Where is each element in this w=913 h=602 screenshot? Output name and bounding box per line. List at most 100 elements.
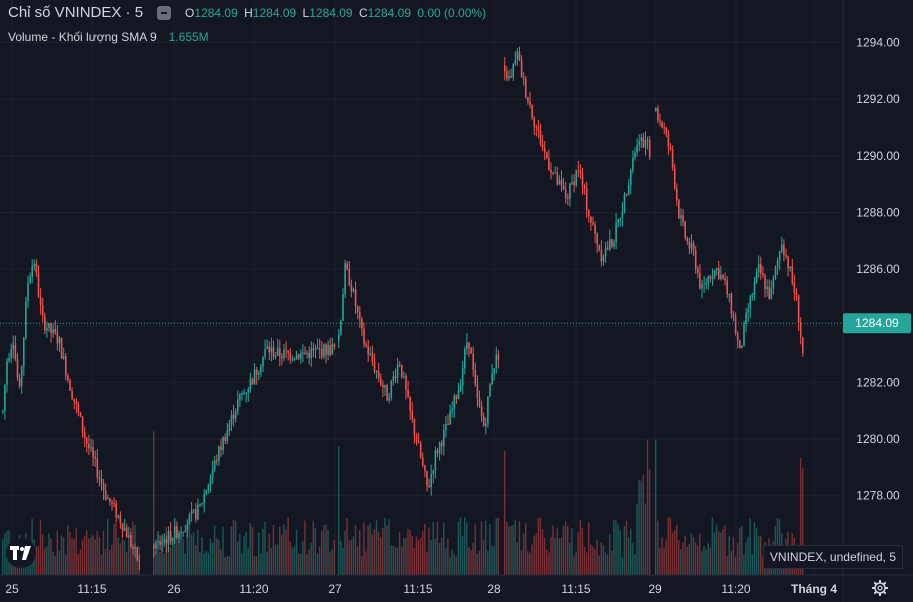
candle-body [405, 375, 407, 390]
volume-bar [799, 457, 802, 575]
volume-bar [434, 538, 436, 575]
volume-bar [207, 552, 209, 575]
candle-body [659, 120, 661, 123]
volume-bar [295, 529, 298, 575]
volume-bar [757, 536, 760, 575]
candle-body [663, 127, 665, 129]
x-tick-label: 25 [5, 582, 19, 596]
candle-body [577, 170, 580, 172]
candle-body [734, 317, 737, 334]
candle-body [419, 443, 422, 458]
volume-legend[interactable]: Volume - Khối lượng SMA 9 1.655M [8, 30, 209, 44]
volume-bar [596, 539, 598, 575]
volume-bar [745, 542, 747, 575]
volume-bar [218, 540, 220, 575]
tradingview-logo-icon[interactable] [6, 538, 36, 568]
volume-bar [711, 517, 714, 575]
candle-body [264, 349, 266, 357]
candle-body [789, 266, 791, 269]
volume-bar [428, 527, 430, 575]
volume-value: 1.655M [168, 30, 209, 44]
volume-bar [461, 535, 464, 575]
candle-body [764, 275, 766, 289]
candle-body [432, 470, 435, 475]
volume-bar [701, 550, 703, 575]
candle-body [791, 266, 794, 283]
volume-bar [440, 537, 443, 575]
candle-body [243, 392, 245, 395]
candle-body [642, 137, 645, 148]
volume-bar [276, 544, 279, 575]
candle-body [268, 346, 271, 353]
candle-body [449, 411, 451, 425]
candle-body [195, 509, 197, 520]
candle-body [314, 348, 317, 350]
volume-bar [722, 529, 724, 575]
candle-body [186, 524, 189, 531]
volume-bar [237, 541, 239, 575]
volume-bar [123, 540, 126, 575]
volume-bar [260, 553, 262, 575]
volume-bar [342, 547, 344, 575]
candle-body [476, 384, 479, 398]
volume-bar [438, 543, 441, 575]
candle-body [348, 269, 351, 286]
candle-body [730, 293, 733, 314]
candle-body [621, 211, 624, 219]
volume-bar [642, 474, 644, 575]
volume-bar [474, 524, 476, 575]
candle-body [190, 510, 193, 515]
volume-bar [281, 534, 283, 575]
candle-body [671, 149, 674, 168]
candle-body [567, 197, 569, 199]
candle-body [728, 293, 731, 295]
candle-body [12, 344, 15, 350]
volume-bar [644, 503, 647, 575]
close-label: C [358, 5, 368, 20]
candle-body [75, 401, 78, 405]
gear-glyph [872, 580, 888, 596]
volume-bar [678, 540, 680, 575]
volume-bar [741, 525, 743, 575]
x-tick-label: 11:20 [239, 582, 268, 596]
candle-body [16, 359, 19, 379]
hide-legend-icon[interactable] [157, 5, 172, 20]
high-value: 1284.09 [252, 5, 297, 20]
candle-body [713, 270, 716, 278]
gear-icon[interactable] [866, 576, 894, 600]
time-axis[interactable]: 25 11:15 26 11:20 27 11:15 28 11:15 29 11:20 Tháng… [0, 574, 913, 602]
candle-body [749, 296, 752, 309]
candle-body [472, 353, 474, 370]
volume-bar [409, 529, 411, 575]
volume-bar [274, 544, 277, 575]
symbol-title[interactable]: Chỉ số VNINDEX · 5 [8, 4, 144, 21]
x-tick-label: 11:20 [721, 582, 750, 596]
candle-body [617, 218, 619, 223]
x-tick-label: 11:15 [403, 582, 432, 596]
volume-bar [556, 528, 558, 575]
volume-bar [548, 552, 550, 575]
candle-body [715, 268, 718, 271]
candle-body [451, 408, 453, 412]
volume-bar [119, 543, 121, 575]
candle-body [44, 315, 46, 331]
volume-bar [638, 479, 640, 575]
volume-bar [419, 537, 422, 575]
volume-bar [346, 518, 348, 575]
volume-bar [180, 537, 182, 575]
candle-body [736, 333, 739, 341]
volume-bar [447, 538, 449, 575]
volume-bar [369, 522, 371, 575]
candle-body [373, 361, 376, 372]
volume-bar [527, 551, 529, 575]
price-axis[interactable]: 1278.001280.001282.001284.001286.001288.… [842, 0, 913, 602]
candle-body [102, 483, 105, 491]
volume-bar [153, 431, 155, 575]
volume-bar [190, 534, 193, 575]
volume-bar [726, 556, 728, 575]
volume-bar [682, 542, 684, 575]
candle-body [529, 101, 531, 106]
candle-body [438, 442, 441, 453]
volume-bar [264, 521, 266, 575]
